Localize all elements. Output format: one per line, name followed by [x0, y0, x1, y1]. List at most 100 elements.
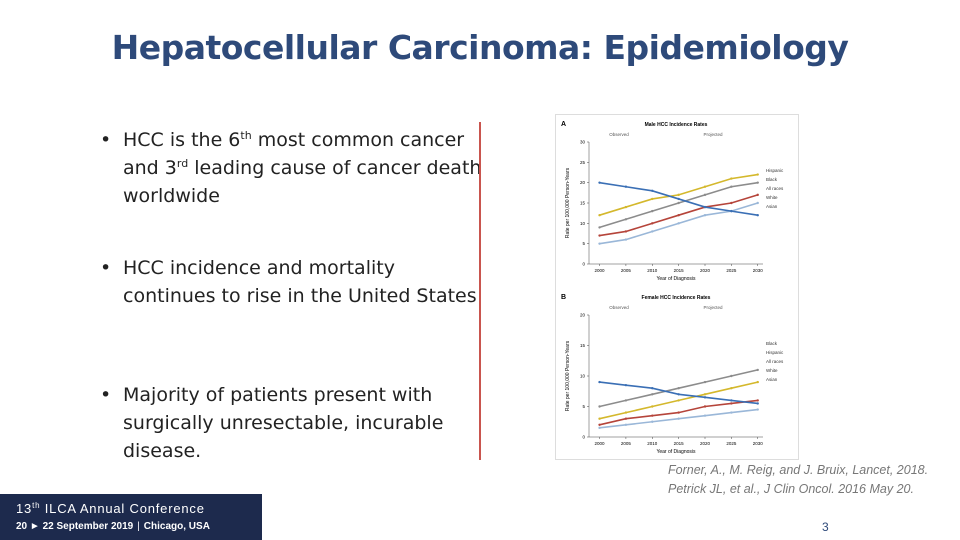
legend-label: Black [766, 341, 778, 346]
data-point [651, 387, 654, 390]
data-point [703, 193, 707, 197]
legend-label: Hispanic [766, 168, 784, 173]
data-point [677, 201, 680, 205]
data-point [651, 189, 654, 192]
data-point [651, 420, 654, 423]
y-tick-label: 0 [582, 262, 585, 267]
text: ILCA Annual Conference [40, 501, 205, 516]
y-axis-label: Rate per 100,000 Person-Years [565, 167, 571, 238]
data-point [651, 393, 654, 396]
panel-label: A [561, 121, 566, 128]
x-tick-label: 2030 [753, 268, 764, 273]
data-point [624, 417, 628, 420]
x-tick-label: 2005 [621, 441, 632, 446]
data-point [677, 417, 680, 420]
data-point [703, 393, 707, 396]
text: HCC is the 6 [123, 129, 241, 151]
x-axis-label: Year of Diagnosis [656, 276, 696, 282]
x-tick-label: 2010 [647, 441, 658, 446]
panel-title: Male HCC Incidence Rates [645, 122, 708, 128]
x-tick-label: 2005 [621, 268, 632, 273]
y-tick-label: 5 [582, 241, 585, 246]
legend-label: All races [766, 186, 784, 191]
x-tick-label: 2000 [595, 441, 606, 446]
y-tick-label: 25 [580, 160, 586, 165]
data-point [677, 214, 680, 217]
superscript: th [240, 129, 252, 142]
data-point [598, 181, 601, 184]
data-point [624, 383, 628, 387]
divider [479, 122, 481, 460]
x-tick-label: 2015 [674, 441, 685, 446]
data-point [703, 414, 707, 417]
data-point [703, 205, 707, 209]
citation: Forner, A., M. Reig, and J. Bruix, Lance… [668, 463, 929, 477]
separator: | [137, 521, 140, 532]
legend-label: Hispanic [766, 350, 784, 355]
x-tick-label: 2025 [726, 268, 737, 273]
data-point [703, 405, 707, 408]
slide-title: Hepatocellular Carcinoma: Epidemiology [111, 28, 849, 67]
data-point [730, 209, 733, 213]
x-tick-label: 2025 [726, 441, 737, 446]
x-axis-label: Year of Diagnosis [656, 449, 696, 455]
x-tick-label: 2020 [700, 441, 711, 446]
data-point [703, 396, 707, 399]
x-tick-label: 2000 [595, 268, 606, 273]
data-point [756, 399, 759, 402]
dates: 20 ► 22 September 2019 | Chicago, USA [16, 521, 210, 532]
bullet: HCC is the 6th most common cancer and 3r… [100, 126, 493, 210]
figure: A Male HCC Incidence Rates Observed Project… [555, 114, 799, 460]
data-point [756, 380, 759, 384]
data-point [756, 193, 759, 197]
bullet: HCC incidence and mortality continues to… [100, 254, 493, 310]
y-tick-label: 30 [580, 140, 586, 145]
data-point [703, 380, 707, 384]
data-point [624, 218, 628, 221]
superscript: th [32, 501, 41, 510]
data-point [756, 214, 759, 217]
y-tick-label: 10 [580, 221, 586, 226]
data-point [624, 230, 628, 233]
x-tick-label: 2020 [700, 268, 711, 273]
text: 13 [16, 501, 33, 516]
legend-label: Asian [766, 204, 778, 209]
observed-label: Observed [609, 305, 629, 310]
page-number: 3 [822, 520, 829, 534]
data-point [730, 177, 733, 180]
data-point [730, 185, 733, 188]
projected-label: Projected [703, 305, 723, 310]
data-point [598, 405, 601, 408]
data-point [756, 201, 759, 205]
data-point [730, 387, 733, 390]
y-tick-label: 0 [582, 435, 585, 440]
y-tick-label: 20 [580, 313, 586, 318]
data-point [624, 205, 628, 209]
legend-label: White [766, 195, 778, 200]
text: Chicago, USA [143, 521, 210, 532]
text: Majority of patients present with surgic… [123, 384, 444, 462]
superscript: rd [176, 157, 189, 170]
x-tick-label: 2030 [753, 441, 764, 446]
data-point [677, 222, 680, 225]
data-point [651, 230, 654, 233]
data-point [703, 185, 707, 188]
legend-label: White [766, 368, 778, 373]
y-tick-label: 20 [580, 180, 586, 185]
data-point [677, 387, 680, 390]
data-point [730, 402, 733, 405]
text: leading cause of cancer death worldwide [123, 157, 482, 207]
data-point [756, 408, 759, 411]
data-point [598, 426, 601, 430]
citation: Petrick JL, et al., J Clin Oncol. 2016 M… [668, 482, 914, 496]
panel-label: B [561, 294, 566, 301]
y-tick-label: 5 [582, 404, 585, 409]
y-tick-label: 10 [580, 374, 586, 379]
y-tick-label: 15 [580, 201, 586, 206]
bullet: Majority of patients present with surgic… [100, 381, 493, 465]
data-point [651, 197, 654, 201]
data-point [730, 201, 733, 205]
data-point [624, 399, 628, 402]
y-axis-label: Rate per 100,000 Person-Years [565, 340, 571, 411]
conference: 13th ILCA Annual Conference [16, 501, 205, 516]
